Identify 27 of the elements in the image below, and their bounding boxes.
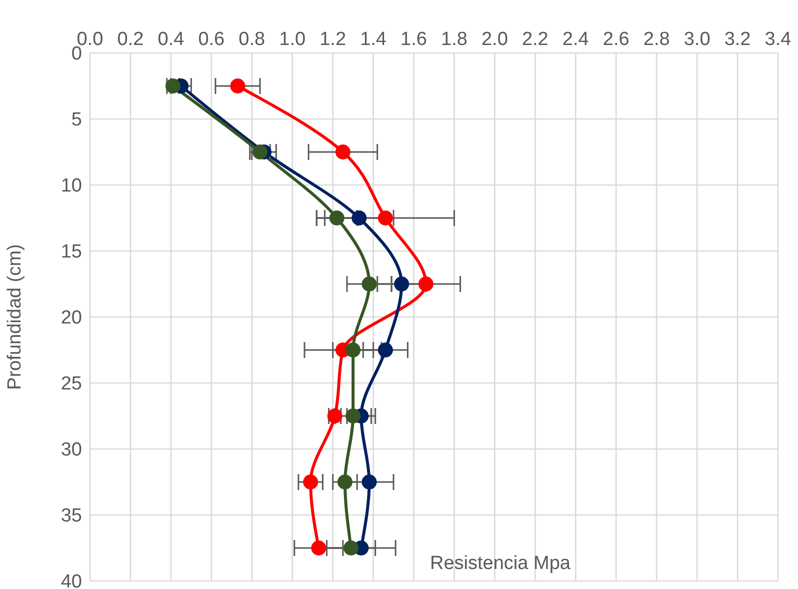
x-tick-label: 2.2: [522, 29, 548, 50]
x-axis-title: Resistencia Mpa: [430, 553, 570, 575]
y-tick-label: 30: [60, 440, 82, 461]
y-tick-label: 15: [60, 242, 82, 263]
x-tick-label: 0.6: [198, 29, 225, 50]
x-tick-label: 0.8: [238, 29, 266, 50]
x-tick-label: 2.4: [562, 29, 590, 50]
x-tick-label: 3.0: [684, 29, 710, 50]
x-tick-label: 1.8: [441, 29, 468, 50]
x-tick-label: 0.4: [158, 29, 185, 50]
x-tick-label: 1.4: [360, 29, 387, 50]
y-tick-label: 20: [60, 308, 82, 329]
y-tick-label: 35: [60, 506, 82, 527]
x-tick-label: 2.8: [643, 29, 670, 50]
x-tick-label: 1.2: [320, 29, 346, 50]
y-axis-title: Profundidad (cm): [4, 244, 26, 390]
y-tick-label: 5: [71, 110, 82, 131]
x-tick-label: 2.0: [481, 29, 508, 50]
x-tick-label: 3.2: [724, 29, 751, 50]
y-tick-label: 25: [60, 374, 82, 395]
y-tick-label: 40: [60, 572, 82, 589]
x-tick-label: 1.0: [279, 29, 306, 50]
x-tick-label: 3.4: [764, 29, 792, 50]
y-tick-label: 10: [60, 176, 82, 197]
x-tick-label: 1.6: [400, 29, 427, 50]
x-tick-label: 2.6: [602, 29, 630, 50]
x-tick-label: 0.2: [117, 29, 144, 50]
